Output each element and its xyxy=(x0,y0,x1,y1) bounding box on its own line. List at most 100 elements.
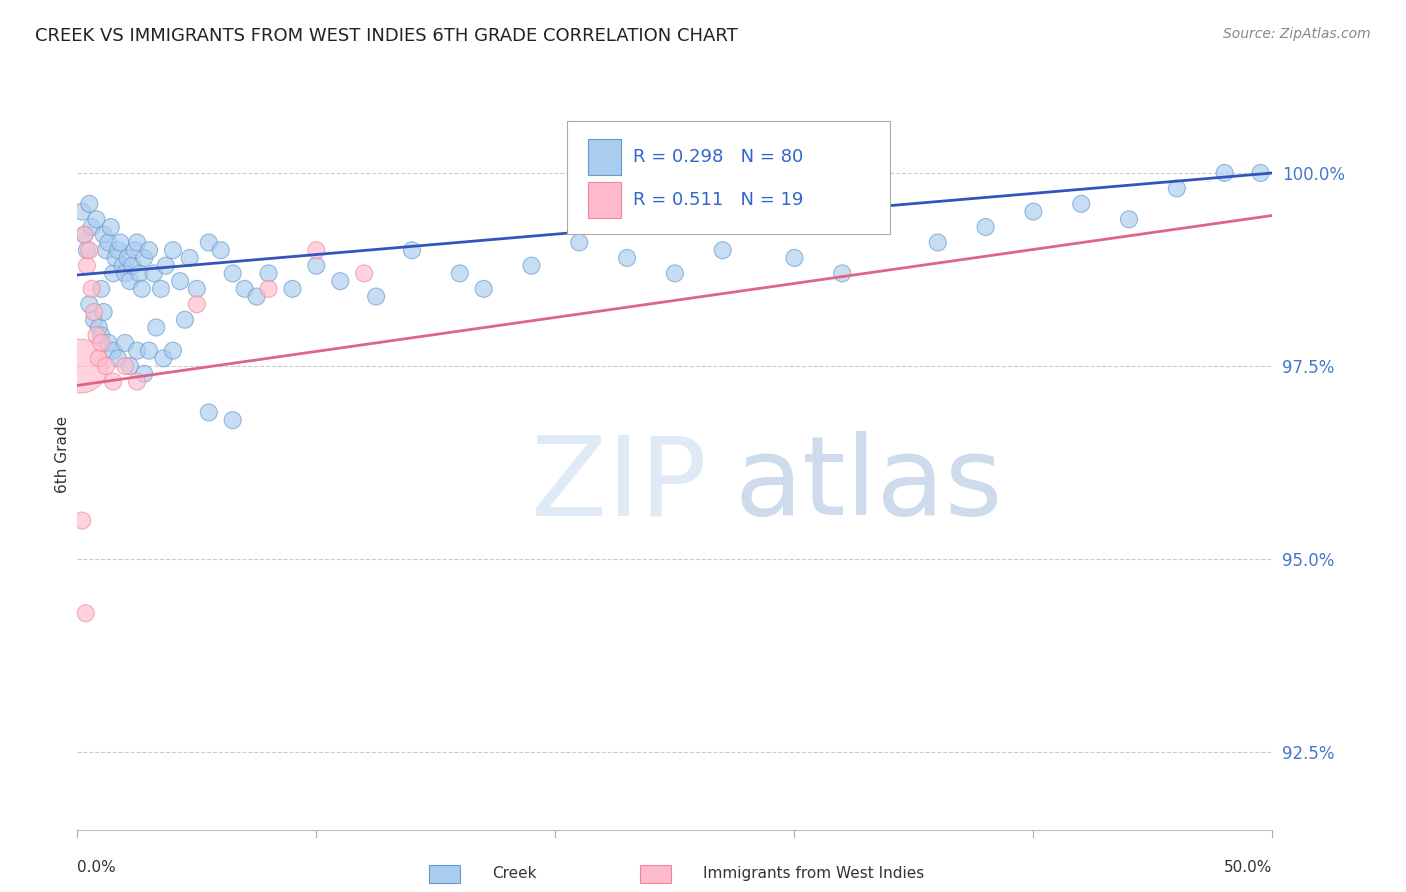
Point xyxy=(100,220,122,235)
Point xyxy=(97,235,120,250)
Point xyxy=(86,328,108,343)
Point xyxy=(186,297,208,311)
Point xyxy=(127,343,149,358)
Point xyxy=(616,251,638,265)
Point xyxy=(114,266,136,280)
Point xyxy=(353,266,375,280)
Point xyxy=(83,312,105,326)
Point xyxy=(162,343,184,358)
Point xyxy=(1070,197,1092,211)
Point xyxy=(94,359,117,373)
Point xyxy=(186,282,208,296)
Point xyxy=(80,220,103,235)
Point xyxy=(197,405,219,419)
Text: CREEK VS IMMIGRANTS FROM WEST INDIES 6TH GRADE CORRELATION CHART: CREEK VS IMMIGRANTS FROM WEST INDIES 6TH… xyxy=(35,27,738,45)
Point xyxy=(93,305,115,319)
Point xyxy=(366,289,388,303)
Point xyxy=(142,266,165,280)
Y-axis label: 6th Grade: 6th Grade xyxy=(55,417,70,493)
Point xyxy=(94,244,117,258)
Point xyxy=(114,335,136,350)
Point xyxy=(150,282,173,296)
Text: Source: ZipAtlas.com: Source: ZipAtlas.com xyxy=(1223,27,1371,41)
Point xyxy=(1213,166,1236,180)
Point xyxy=(73,227,96,242)
Point xyxy=(1022,204,1045,219)
Point xyxy=(114,359,136,373)
Point xyxy=(401,244,423,258)
Point xyxy=(927,235,949,250)
Point xyxy=(783,251,806,265)
Text: atlas: atlas xyxy=(735,432,1002,539)
Point xyxy=(103,266,124,280)
Point xyxy=(138,343,160,358)
Bar xyxy=(588,139,621,175)
Point xyxy=(76,244,98,258)
Point xyxy=(131,282,153,296)
Point xyxy=(257,266,280,280)
Point xyxy=(1118,212,1140,227)
Point xyxy=(209,244,232,258)
Point xyxy=(1166,181,1188,195)
Point xyxy=(155,259,177,273)
Point xyxy=(90,328,112,343)
Point xyxy=(127,375,149,389)
Point xyxy=(138,244,160,258)
Point xyxy=(124,244,146,258)
Point xyxy=(134,367,156,381)
Point xyxy=(222,413,245,427)
FancyBboxPatch shape xyxy=(568,121,890,234)
Point xyxy=(90,282,112,296)
Point xyxy=(107,244,129,258)
Point xyxy=(76,259,98,273)
Point xyxy=(152,351,174,366)
Text: ZIP: ZIP xyxy=(531,432,707,539)
Point xyxy=(118,274,141,288)
Point xyxy=(134,251,156,265)
Point xyxy=(246,289,269,303)
Point xyxy=(197,235,219,250)
Point xyxy=(222,266,245,280)
Point xyxy=(75,607,97,621)
Point xyxy=(80,282,103,296)
Point xyxy=(111,259,134,273)
Point xyxy=(93,227,115,242)
Point xyxy=(110,235,132,250)
Point xyxy=(179,251,201,265)
Point xyxy=(711,244,734,258)
Point xyxy=(520,259,543,273)
Point xyxy=(87,320,110,334)
Point xyxy=(90,335,112,350)
Point xyxy=(568,235,591,250)
Bar xyxy=(588,182,621,219)
Point xyxy=(79,197,101,211)
Point xyxy=(162,244,184,258)
Point xyxy=(104,251,127,265)
Point xyxy=(128,266,150,280)
Point xyxy=(1250,166,1272,180)
Point xyxy=(83,305,105,319)
Point xyxy=(831,266,853,280)
Point xyxy=(103,375,124,389)
Point xyxy=(145,320,167,334)
Point xyxy=(305,244,328,258)
Point xyxy=(472,282,495,296)
Text: R = 0.298   N = 80: R = 0.298 N = 80 xyxy=(633,148,803,166)
Point xyxy=(79,244,101,258)
Point xyxy=(169,274,191,288)
Point xyxy=(70,359,93,373)
Text: Immigrants from West Indies: Immigrants from West Indies xyxy=(703,866,924,881)
Point xyxy=(449,266,471,280)
Point xyxy=(79,297,101,311)
Text: Creek: Creek xyxy=(492,866,537,881)
Point xyxy=(97,335,120,350)
Text: 0.0%: 0.0% xyxy=(77,860,117,874)
Point xyxy=(121,259,143,273)
Point xyxy=(329,274,352,288)
Point xyxy=(281,282,304,296)
Point xyxy=(70,514,93,528)
Text: 50.0%: 50.0% xyxy=(1225,860,1272,874)
Point xyxy=(86,212,108,227)
Point xyxy=(103,343,124,358)
Point xyxy=(974,220,997,235)
